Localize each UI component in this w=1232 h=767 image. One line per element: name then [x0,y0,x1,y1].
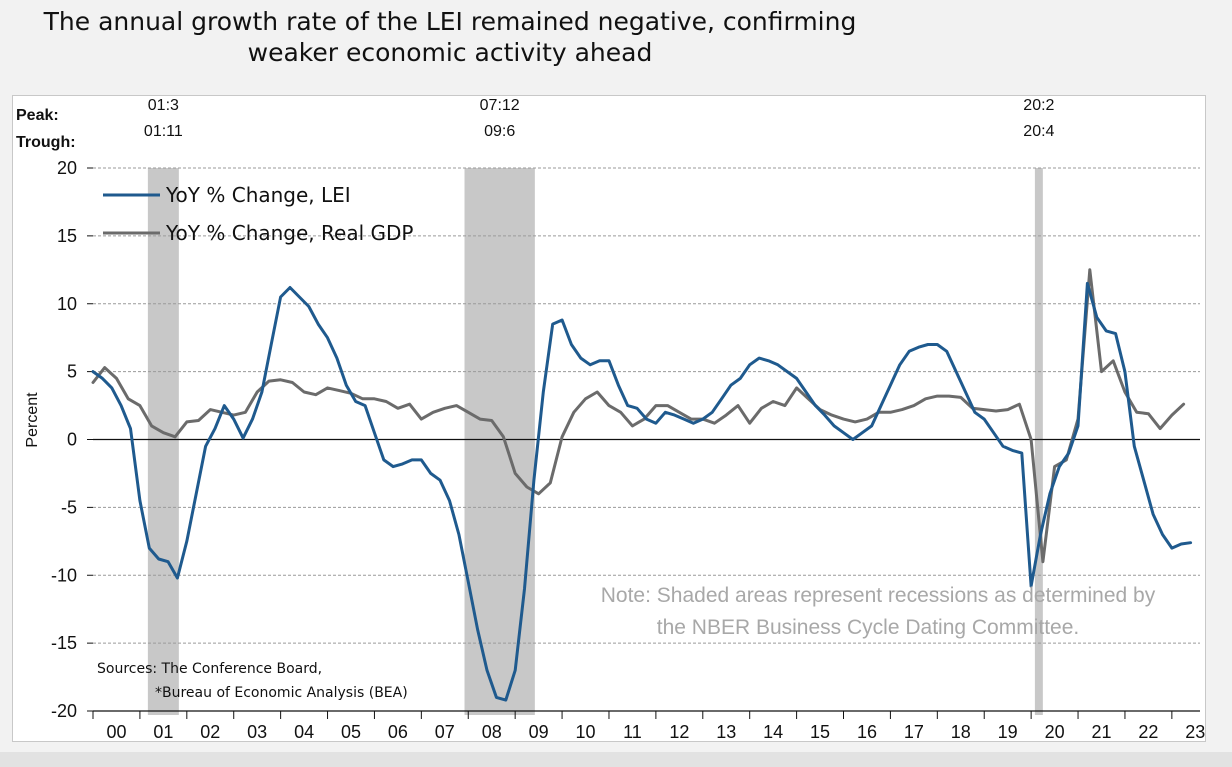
x-tick-label-23: 23 [1185,722,1205,742]
x-tick-label-12: 12 [669,722,689,742]
recession-peak-date-2: 20:2 [1023,97,1054,114]
plot-area-frame [12,95,1206,742]
recession-band-2 [1034,168,1043,715]
trough-label: Trough: [16,134,76,151]
series-line-lei [91,281,1193,702]
chart-title: The annual growth rate of the LEI remain… [0,6,900,68]
y-tick-label-8: -20 [51,701,77,721]
x-tick-label-19: 19 [998,722,1018,742]
y-tick-label-3: 5 [67,362,77,382]
x-tick-label-13: 13 [716,722,736,742]
gridlines-group [93,167,1200,644]
recession-peak-date-0: 01:3 [148,97,179,114]
series-group [91,268,1193,702]
note-line2: the NBER Business Cycle Dating Committee… [657,616,1080,639]
sources: Sources: The Conference Board, *Bureau o… [97,661,408,701]
y-tick-label-7: -15 [51,633,77,653]
x-tick-label-18: 18 [951,722,971,742]
x-tick-label-10: 10 [576,722,596,742]
y-tick-label-2: 10 [57,294,77,314]
x-tick-label-22: 22 [1138,722,1158,742]
x-tick-label-21: 21 [1091,722,1111,742]
x-tick-label-3: 03 [247,722,267,742]
recession-trough-date-0: 01:11 [144,123,183,140]
peak-label: Peak: [16,107,59,124]
x-tick-label-20: 20 [1045,722,1065,742]
x-tick-label-16: 16 [857,722,877,742]
y-axis-label: Percent [24,392,41,448]
x-tick-label-8: 08 [482,722,502,742]
y-tick-label-1: 15 [57,226,77,246]
legend-label-gdp: YoY % Change, Real GDP [165,221,413,245]
x-tick-label-15: 15 [810,722,830,742]
recession-band-0 [147,168,179,715]
recession-annotations-group: Peak: Trough: 01:3 01:11 07:12 09:6 20:2 20:4 [16,97,1055,151]
x-tick-label-9: 09 [529,722,549,742]
recession-trough-date-2: 20:4 [1023,123,1054,140]
series-line-gdp [91,268,1186,564]
x-tick-label-14: 14 [763,722,783,742]
chart-title-line2: weaker economic activity ahead [247,38,653,67]
x-tick-label-6: 06 [388,722,408,742]
recession-trough-date-1: 09:6 [484,123,515,140]
sources-line2: *Bureau of Economic Analysis (BEA) [155,685,408,701]
ticks-group: 20 15 10 5 0 -5 -10 -15 -20 00 01 02 03 04 05 06 07 08 09 1… [51,158,1205,742]
y-tick-label-6: -10 [51,565,77,585]
note: Note: Shaded areas represent recessions … [601,584,1156,639]
x-tick-label-17: 17 [904,722,924,742]
sources-line1: Sources: The Conference Board, [97,661,322,677]
chart-title-line1: The annual growth rate of the LEI remain… [43,7,857,36]
x-tick-label-1: 01 [153,722,173,742]
recession-band-1 [464,168,535,715]
y-tick-label-4: 0 [67,430,77,450]
recession-peak-date-1: 07:12 [480,97,520,114]
bottom-bar [0,752,1232,767]
legend-label-lei: YoY % Change, LEI [165,183,351,207]
legend: YoY % Change, LEI YoY % Change, Real GDP [103,183,413,245]
note-line1: Note: Shaded areas represent recessions … [601,584,1156,607]
x-tick-label-11: 11 [623,722,642,742]
x-tick-label-2: 02 [200,722,220,742]
x-tick-label-5: 05 [341,722,361,742]
x-tick-label-0: 00 [106,722,126,742]
recession-shading-group [147,168,1043,715]
x-tick-label-4: 04 [294,722,314,742]
y-tick-label-0: 20 [57,158,77,178]
y-tick-label-5: -5 [61,497,77,517]
x-tick-label-7: 07 [435,722,455,742]
